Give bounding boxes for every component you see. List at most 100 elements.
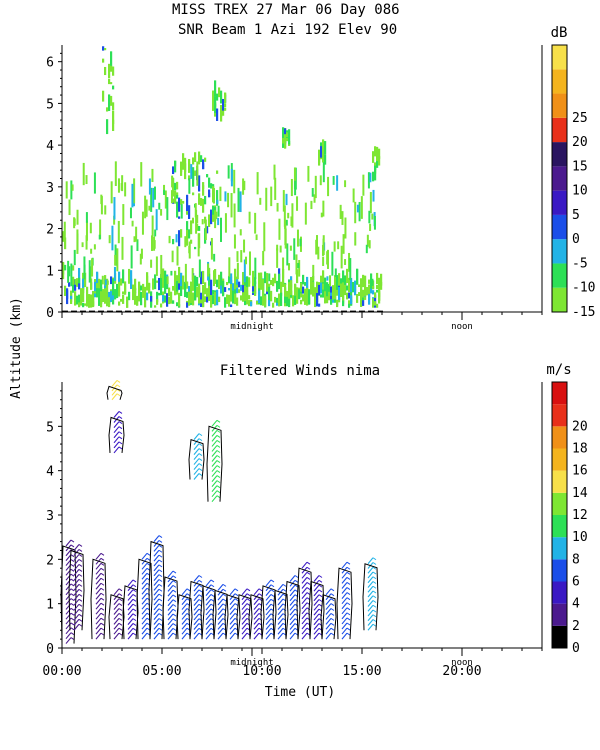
wind-barb (113, 426, 120, 434)
wind-barb-column (176, 588, 193, 640)
snr-pixel (333, 241, 336, 252)
snr-pixel (210, 237, 213, 260)
snr-pixel (244, 285, 247, 302)
wind-barb-flag (346, 561, 351, 565)
wind-barb (73, 579, 80, 586)
snr-pixel (358, 292, 361, 297)
snr-pixel (170, 299, 173, 304)
snr-pixel (148, 178, 151, 195)
wind-barb-flag (346, 632, 351, 636)
snr-pixel (92, 296, 95, 308)
snr-pixel (263, 246, 266, 252)
snr-pixel (248, 295, 251, 300)
wind-barb (341, 577, 348, 584)
snr-pixel (178, 197, 181, 212)
snr-pixel (293, 238, 296, 260)
wind-barb-flag (118, 588, 123, 592)
snr-pixel (232, 290, 235, 304)
wind-barb-flag (306, 592, 311, 596)
snr-pixel (324, 141, 327, 155)
snr-pixel (284, 134, 287, 148)
snr-pixel (374, 146, 377, 157)
wind-barb-flag (118, 421, 123, 425)
snr-pixel (196, 286, 199, 298)
snr-pixel (206, 296, 209, 303)
wind-barb (65, 607, 72, 615)
wind-barb (181, 622, 188, 630)
wind-barb-flag (216, 424, 221, 428)
snr-pixel (186, 302, 189, 308)
wind-barb (211, 460, 218, 467)
wind-barb-flag (198, 575, 203, 578)
snr-pixel (104, 279, 107, 286)
snr-pixel (286, 294, 289, 307)
snr-pixel (376, 156, 379, 168)
snr-pixel (341, 211, 344, 225)
wind-barb (301, 577, 308, 584)
snr-pixel (276, 297, 279, 306)
snr-pixel (90, 278, 93, 290)
snr-pixel (152, 283, 155, 287)
snr-pixel (364, 287, 367, 296)
snr-pixel (139, 253, 142, 265)
snr-pixel (328, 287, 331, 301)
colorbar-segment (552, 537, 567, 560)
snr-pixel (268, 295, 271, 307)
snr-pixel (160, 254, 163, 278)
wind-barb-column (68, 544, 85, 631)
snr-pixel (224, 287, 227, 292)
snr-pixel (350, 277, 353, 293)
snr-pixel (319, 175, 322, 186)
wind-barb-flag (70, 612, 75, 616)
wind-barb (241, 608, 248, 615)
wind-barb-flag (132, 613, 137, 617)
wind-barb (193, 623, 200, 630)
snr-pixel (76, 295, 79, 302)
wind-barb-flag (246, 588, 251, 592)
y-tick-label: 4 (46, 465, 54, 480)
snr-pixel (250, 301, 253, 307)
snr-pixel (240, 284, 243, 291)
snr-pixel (192, 157, 195, 165)
speed-contour (68, 549, 85, 631)
wind-barb-flag (172, 599, 177, 603)
wind-barb (167, 628, 174, 635)
wind-barb-flag (118, 436, 123, 440)
wind-barb-flag (78, 544, 83, 547)
snr-pixel (191, 268, 194, 281)
wind-barb-flag (330, 617, 335, 621)
y-tick-label: 5 (46, 97, 54, 112)
snr-pixel (252, 286, 255, 292)
speed-contour (336, 567, 353, 640)
wind-barb (181, 627, 188, 635)
snr-pixel (320, 146, 323, 158)
snr-pixel (182, 153, 185, 170)
wind-barb (325, 632, 332, 640)
wind-barb-flag (216, 455, 221, 458)
snr-pixel (367, 172, 370, 189)
wind-barb (229, 613, 236, 620)
snr-pixel (217, 217, 220, 226)
wind-barb (265, 594, 272, 601)
snr-pixel (255, 234, 258, 241)
snr-pixel (314, 290, 317, 297)
snr-pixel (216, 170, 219, 174)
snr-pixel (93, 172, 96, 194)
snr-pixel (212, 205, 215, 215)
snr-pixel (372, 151, 375, 163)
wind-barb (277, 593, 284, 601)
snr-pixel (288, 298, 291, 308)
wind-barb (211, 490, 218, 498)
wind-barb (367, 604, 374, 612)
wind-barb (241, 613, 248, 620)
wind-barb-flag (372, 619, 377, 622)
wind-barb (73, 569, 80, 576)
wind-barb (265, 632, 272, 640)
snr-pixel (282, 127, 285, 138)
speed-contour (308, 580, 325, 640)
wind-barb-flag (234, 603, 239, 606)
colorbar-segment (552, 190, 567, 215)
snr-pixel (212, 290, 215, 295)
snr-pixel (104, 66, 107, 76)
wind-barb (153, 623, 160, 630)
